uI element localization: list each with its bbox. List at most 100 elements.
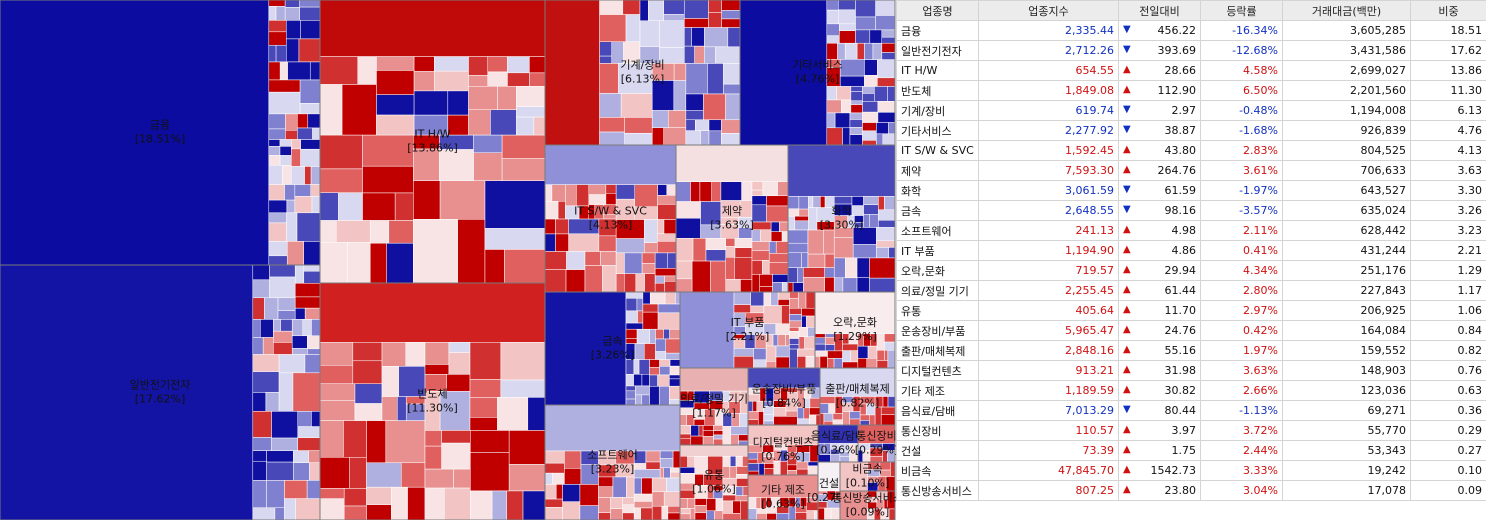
- arrow: ▲: [1123, 224, 1131, 235]
- stock-cell: [642, 303, 659, 313]
- sector-name: 운송장비/부품: [752, 383, 816, 396]
- trade-value: 69,271: [1282, 400, 1411, 421]
- stock-cell: [785, 410, 798, 417]
- stock-cell: [300, 139, 321, 150]
- stock-cell: [878, 209, 896, 221]
- table-row: 일반전기전자 2,712.26 ▼ 393.69 -12.68% 3,431,586 17.…: [896, 40, 1486, 61]
- stock-cell: [625, 390, 636, 400]
- stock-cell: [651, 505, 663, 520]
- stock-cell: [824, 344, 836, 352]
- stock-cell: [638, 359, 650, 375]
- table-row: 기타 제조 1,189.59 ▲ 30.82 2.66% 123,036 0.63: [896, 380, 1486, 401]
- stock-cell: [659, 20, 685, 48]
- stock-cell: [661, 505, 669, 520]
- stock-cell: [369, 220, 390, 244]
- stock-cell: [798, 208, 809, 217]
- stock-cell: [751, 274, 760, 293]
- stock-cell: [293, 462, 310, 481]
- stock-cell: [775, 345, 790, 358]
- weight: 0.84: [1410, 320, 1486, 341]
- change-value: 4.98: [1171, 224, 1197, 237]
- stock-cell: [690, 181, 701, 202]
- stock-cell: [741, 181, 753, 201]
- index-value: 7,593.30: [978, 160, 1119, 181]
- stock-cell: [721, 10, 741, 20]
- change-cell: ▲ 30.82: [1118, 380, 1201, 401]
- sector-name: 통신장비: [856, 430, 896, 443]
- sector-name: 건설: [819, 477, 839, 490]
- stock-cell: [624, 273, 637, 293]
- stock-cell: [302, 319, 312, 337]
- stock-cell: [888, 508, 896, 520]
- sector-name: 통신장비: [896, 420, 979, 441]
- stock-cell: [508, 430, 546, 465]
- stock-cell: [777, 334, 786, 347]
- stock-cell: [645, 450, 661, 463]
- change-rate: 3.63%: [1200, 360, 1283, 381]
- stock-cell: [484, 249, 505, 284]
- stock-cell: [400, 462, 426, 488]
- stock-cell: [664, 281, 677, 293]
- stock-cell: [751, 195, 767, 206]
- weight: 17.62: [1410, 40, 1486, 61]
- stock-cell: [385, 420, 426, 464]
- trade-value: 164,084: [1282, 320, 1411, 341]
- stock-cell: [855, 16, 876, 31]
- stock-cell: [689, 508, 696, 520]
- stock-cell: [669, 385, 681, 400]
- stock-cell: [694, 45, 705, 64]
- stock-cell: [734, 238, 753, 249]
- index-value: 47,845.70: [978, 460, 1119, 481]
- stock-cell: [878, 196, 885, 211]
- stock-cell: [828, 403, 836, 414]
- stock-cell: [787, 464, 798, 471]
- stock-cell: [413, 219, 458, 284]
- stock-cell: [691, 27, 705, 47]
- arrow: ▼: [1123, 184, 1131, 195]
- stock-cell: [826, 42, 838, 60]
- stock-cell: [516, 116, 535, 136]
- stock-cell: [876, 240, 896, 248]
- trade-value: 251,176: [1282, 260, 1411, 281]
- stock-cell: [722, 456, 731, 467]
- sector-name: 반도체: [417, 388, 447, 401]
- stock-cell: [789, 291, 799, 299]
- stock-cell: [729, 466, 737, 479]
- change-rate: 0.42%: [1200, 320, 1283, 341]
- sector-name: 의료/정밀 기기: [896, 280, 979, 301]
- stock-cell: [635, 394, 643, 406]
- stock-cell: [888, 122, 896, 135]
- stock-cell: [310, 184, 321, 197]
- stock-cell: [797, 418, 810, 426]
- stock-cell: [362, 165, 414, 194]
- stock-cell: [274, 507, 285, 520]
- stock-cell: [775, 356, 790, 369]
- stock-cell: [815, 414, 821, 426]
- sector-name: 비금속: [852, 463, 882, 476]
- column-header: 업종지수: [978, 0, 1119, 21]
- stock-cell: [801, 307, 816, 317]
- stock-cell: [599, 14, 627, 43]
- stock-cell: [473, 152, 503, 181]
- table-row: 비금속 47,845.70 ▲ 1542.73 3.33% 19,242 0.10: [896, 460, 1486, 481]
- stock-cell: [850, 350, 859, 363]
- stock-cell: [507, 72, 530, 87]
- sector-name: 기계/장비: [896, 100, 979, 121]
- arrow: ▲: [1123, 264, 1131, 275]
- stock-cell: [876, 227, 896, 242]
- sector-share: [3.30%]: [820, 219, 864, 232]
- stock-cell: [838, 9, 856, 25]
- sector-name: 소프트웨어: [587, 449, 638, 462]
- stock-cell: [787, 229, 809, 244]
- stock-cell: [656, 241, 677, 254]
- stock-cell: [849, 411, 861, 420]
- stock-cell: [789, 331, 800, 339]
- stock-cell: [667, 252, 677, 269]
- index-value: 807.25: [978, 480, 1119, 501]
- stock-cell: [869, 214, 879, 228]
- stock-cell: [809, 414, 817, 426]
- stock-cell: [713, 438, 724, 446]
- sector-share: [4.76%]: [796, 73, 840, 86]
- stock-cell: [297, 411, 312, 427]
- stock-cell: [706, 510, 715, 520]
